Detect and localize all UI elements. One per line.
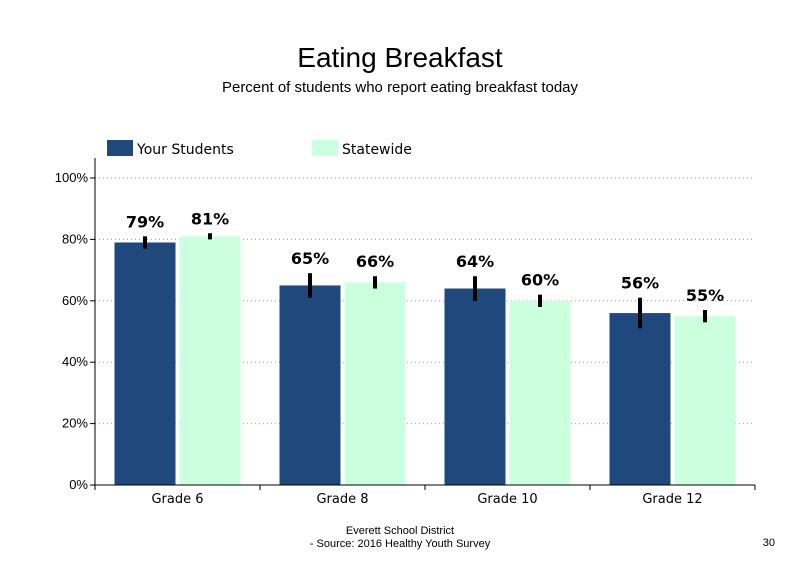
data-label: 60% xyxy=(521,271,559,290)
bar-your-students xyxy=(609,313,671,485)
legend: Your Students Statewide xyxy=(107,140,412,158)
footer-source: Everett School District - Source: 2016 H… xyxy=(250,525,550,551)
data-label: 79% xyxy=(126,212,164,231)
footer-district: Everett School District xyxy=(345,525,455,537)
data-label: 55% xyxy=(686,286,724,305)
bar-your-students xyxy=(279,285,341,485)
data-label: 65% xyxy=(291,249,329,268)
bar-statewide xyxy=(674,316,736,485)
bar-statewide xyxy=(509,300,571,485)
bar-your-students xyxy=(114,242,176,485)
footer-survey: - Source: 2016 Healthy Youth Survey xyxy=(309,538,491,550)
y-tick-label: 0% xyxy=(69,477,88,492)
bar-statewide xyxy=(179,236,241,485)
y-tick-label: 40% xyxy=(62,354,88,369)
y-tick-label: 60% xyxy=(62,293,88,308)
data-labels: 79% 81% 65% 66% 64% 60% 56% 55% xyxy=(126,209,724,305)
chart-subtitle: Percent of students who report eating br… xyxy=(221,79,579,96)
legend-label: Your Students xyxy=(136,142,234,158)
page-number: 30 xyxy=(762,537,775,549)
bars xyxy=(114,233,736,485)
axes: 0% 20% 40% 60% 80% 100% Grade 6 Grade 8 Grade 10… xyxy=(55,158,756,507)
bar-statewide xyxy=(344,282,406,485)
x-category-label: Grade 8 xyxy=(316,492,368,507)
x-category-label: Grade 10 xyxy=(477,492,537,507)
legend-label: Statewide xyxy=(342,142,412,158)
data-label: 56% xyxy=(621,274,659,293)
y-tick-label: 20% xyxy=(62,416,88,431)
x-category-label: Grade 6 xyxy=(151,492,203,507)
chart-title: Eating Breakfast xyxy=(297,42,503,73)
bar-your-students xyxy=(444,288,506,485)
y-tick-label: 80% xyxy=(62,231,88,246)
legend-swatch xyxy=(107,140,133,156)
legend-swatch xyxy=(312,140,338,156)
data-label: 64% xyxy=(456,252,494,271)
data-label: 66% xyxy=(356,252,394,271)
y-tick-label: 100% xyxy=(55,170,89,185)
x-category-label: Grade 12 xyxy=(642,492,702,507)
data-label: 81% xyxy=(191,209,229,228)
